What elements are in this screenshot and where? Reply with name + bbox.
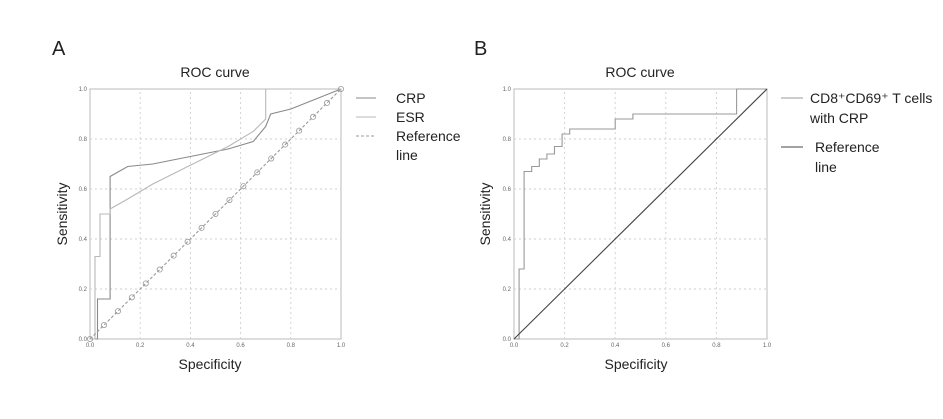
panel-a-series xyxy=(87,86,343,341)
reference-marker xyxy=(129,295,134,300)
reference-marker xyxy=(171,253,176,258)
legend-label-crp: CRP xyxy=(396,90,426,106)
series-line-reference-line xyxy=(514,89,767,339)
x-tick-label: 1.0 xyxy=(763,343,772,349)
legend-label-cd8-cd69-t-cells-with-crp: CD8⁺CD69⁺ T cellswith CRP xyxy=(809,90,932,126)
x-tick-label: 0.2 xyxy=(560,343,569,349)
panel-b-legend: CD8⁺CD69⁺ T cellswith CRP Referenceline xyxy=(781,90,932,175)
panel-b-letter: B xyxy=(474,38,487,60)
y-tick-label: 0.8 xyxy=(503,137,512,143)
panel-a-letter: A xyxy=(52,38,66,60)
y-tick-label: 0.4 xyxy=(79,237,88,243)
y-tick-label: 0.0 xyxy=(503,337,512,343)
x-tick-label: 0.0 xyxy=(510,343,519,349)
reference-marker xyxy=(101,323,106,328)
legend-label-reference-line-b: Referenceline xyxy=(815,139,880,175)
y-tick-label: 0.2 xyxy=(503,287,512,293)
series-line-reference-line xyxy=(90,89,341,339)
reference-marker xyxy=(115,309,120,314)
x-tick-label: 0.6 xyxy=(236,343,245,349)
x-tick-label: 1.0 xyxy=(337,343,346,349)
y-tick-label: 0.0 xyxy=(79,337,88,343)
panel-a-title: ROC curve xyxy=(180,64,249,80)
legend-label-reference-line-a: Referenceline xyxy=(396,128,461,163)
reference-marker xyxy=(157,267,162,272)
panel-b-x-axis-label: Specificity xyxy=(604,356,667,372)
reference-marker xyxy=(311,114,316,119)
y-tick-label: 0.6 xyxy=(79,187,88,193)
panel-a: A ROC curve 0.0 0.2 0.4 0.6 0.8 1.0 0.0 0.2 0.4 0… xyxy=(52,38,461,372)
panel-b-series xyxy=(514,89,767,339)
y-tick-label: 0.6 xyxy=(503,187,512,193)
y-tick-label: 0.2 xyxy=(79,287,88,293)
x-tick-label: 0.0 xyxy=(86,343,95,349)
reference-marker xyxy=(143,281,148,286)
reference-marker xyxy=(324,100,329,105)
panel-b-title: ROC curve xyxy=(605,64,674,80)
panel-b: B ROC curve 0.0 0.2 0.4 0.6 0.8 1.0 0.0 0.2 0.4 0… xyxy=(474,38,932,372)
x-tick-label: 0.2 xyxy=(136,343,145,349)
x-tick-label: 0.8 xyxy=(287,343,296,349)
y-tick-label: 1.0 xyxy=(79,87,88,93)
x-tick-label: 0.8 xyxy=(712,343,721,349)
y-tick-label: 1.0 xyxy=(503,87,512,93)
y-tick-label: 0.4 xyxy=(503,237,512,243)
panel-a-legend: CRP ESR Referenceline xyxy=(356,90,461,163)
x-tick-label: 0.4 xyxy=(186,343,195,349)
legend-label-esr: ESR xyxy=(396,109,425,125)
x-tick-label: 0.6 xyxy=(662,343,671,349)
panel-b-y-axis-label: Sensitivity xyxy=(477,182,493,245)
panel-a-y-axis-label: Sensitivity xyxy=(54,182,70,245)
panel-a-x-axis-label: Specificity xyxy=(178,356,241,372)
y-tick-label: 0.8 xyxy=(79,137,88,143)
x-tick-label: 0.4 xyxy=(611,343,620,349)
